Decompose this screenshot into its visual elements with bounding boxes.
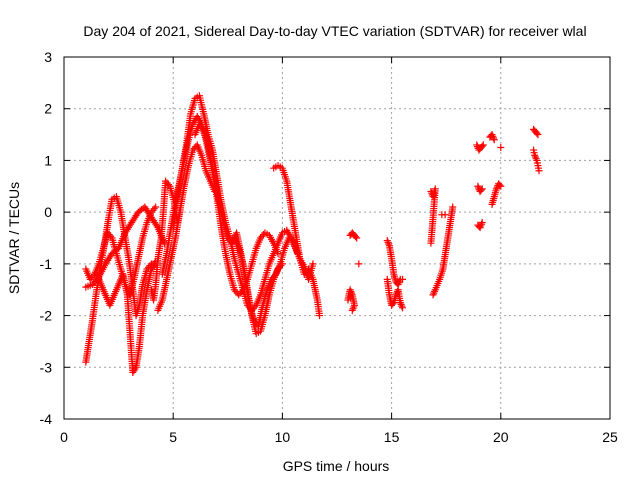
data-point (353, 234, 361, 242)
data-point (395, 279, 403, 287)
data-point (238, 287, 246, 295)
data-point (309, 260, 317, 268)
y-tick-label: -4 (40, 411, 53, 427)
data-point (316, 312, 324, 320)
data-point (347, 287, 355, 295)
data-point (478, 185, 486, 193)
data-point (532, 155, 540, 163)
data-point (397, 300, 405, 308)
chart-title: Day 204 of 2021, Sidereal Day-to-day VTE… (83, 23, 586, 39)
data-points (82, 92, 543, 376)
y-tick-label: 3 (44, 49, 52, 65)
data-point (533, 129, 541, 137)
data-point (348, 306, 356, 314)
data-point (431, 287, 439, 295)
data-point (479, 141, 487, 149)
data-point (278, 260, 286, 268)
data-point (535, 167, 543, 175)
data-point (449, 203, 457, 211)
data-point (348, 289, 356, 297)
y-tick-label: -2 (40, 308, 53, 324)
x-tick-label: 25 (602, 429, 618, 445)
y-tick-label: 2 (44, 101, 52, 117)
data-point (477, 186, 485, 194)
data-point (164, 181, 172, 189)
data-point (478, 220, 486, 228)
data-point (531, 151, 539, 159)
tick-labels: 0 5 10 15 20 25 -4 -3 -2 -1 0 1 2 3 (40, 49, 618, 445)
data-point (355, 260, 363, 268)
x-axis-label: GPS time / hours (283, 458, 390, 474)
data-point (350, 301, 358, 309)
x-tick-label: 0 (60, 429, 68, 445)
data-point (534, 131, 542, 139)
data-point (274, 250, 282, 258)
data-point (198, 124, 206, 132)
data-point (477, 222, 485, 230)
data-point (346, 286, 354, 294)
data-point (152, 203, 160, 211)
data-point (396, 299, 404, 307)
data-point (497, 182, 505, 190)
data-point (384, 238, 392, 246)
data-point (352, 233, 360, 241)
data-point (497, 144, 505, 151)
data-point (150, 205, 158, 213)
data-point (383, 237, 391, 245)
plot-frame (63, 56, 611, 420)
x-tick-label: 5 (169, 429, 177, 445)
tick-marks (63, 56, 611, 420)
data-point (474, 182, 482, 190)
y-tick-label: -3 (40, 359, 53, 375)
data-point (478, 218, 486, 226)
data-point (430, 289, 438, 297)
data-point (153, 222, 161, 230)
data-point (399, 304, 407, 312)
data-point (398, 302, 406, 310)
y-tick-label: 1 (44, 152, 52, 168)
data-point (385, 240, 393, 248)
data-point (496, 181, 504, 189)
data-point (350, 303, 358, 311)
data-point (389, 300, 397, 308)
y-tick-label: 0 (44, 204, 52, 220)
x-tick-label: 15 (384, 429, 400, 445)
y-tick-label: -1 (40, 256, 53, 272)
data-point (399, 275, 407, 283)
data-point (490, 134, 498, 142)
data-point (531, 153, 539, 161)
data-point (277, 262, 285, 270)
data-point (441, 211, 449, 219)
data-point (473, 141, 481, 149)
x-tick-label: 10 (275, 429, 291, 445)
data-point (478, 142, 486, 150)
data-point (131, 365, 139, 373)
data-point (107, 232, 115, 240)
data-point (427, 239, 435, 247)
data-point (489, 132, 497, 140)
data-point (492, 185, 500, 193)
data-point (490, 136, 498, 144)
data-point (349, 305, 357, 313)
x-tick-label: 20 (493, 429, 509, 445)
y-axis-label: SDTVAR / TECUs (6, 182, 22, 294)
data-point (429, 291, 437, 299)
data-point (476, 224, 484, 232)
data-point (488, 131, 496, 139)
